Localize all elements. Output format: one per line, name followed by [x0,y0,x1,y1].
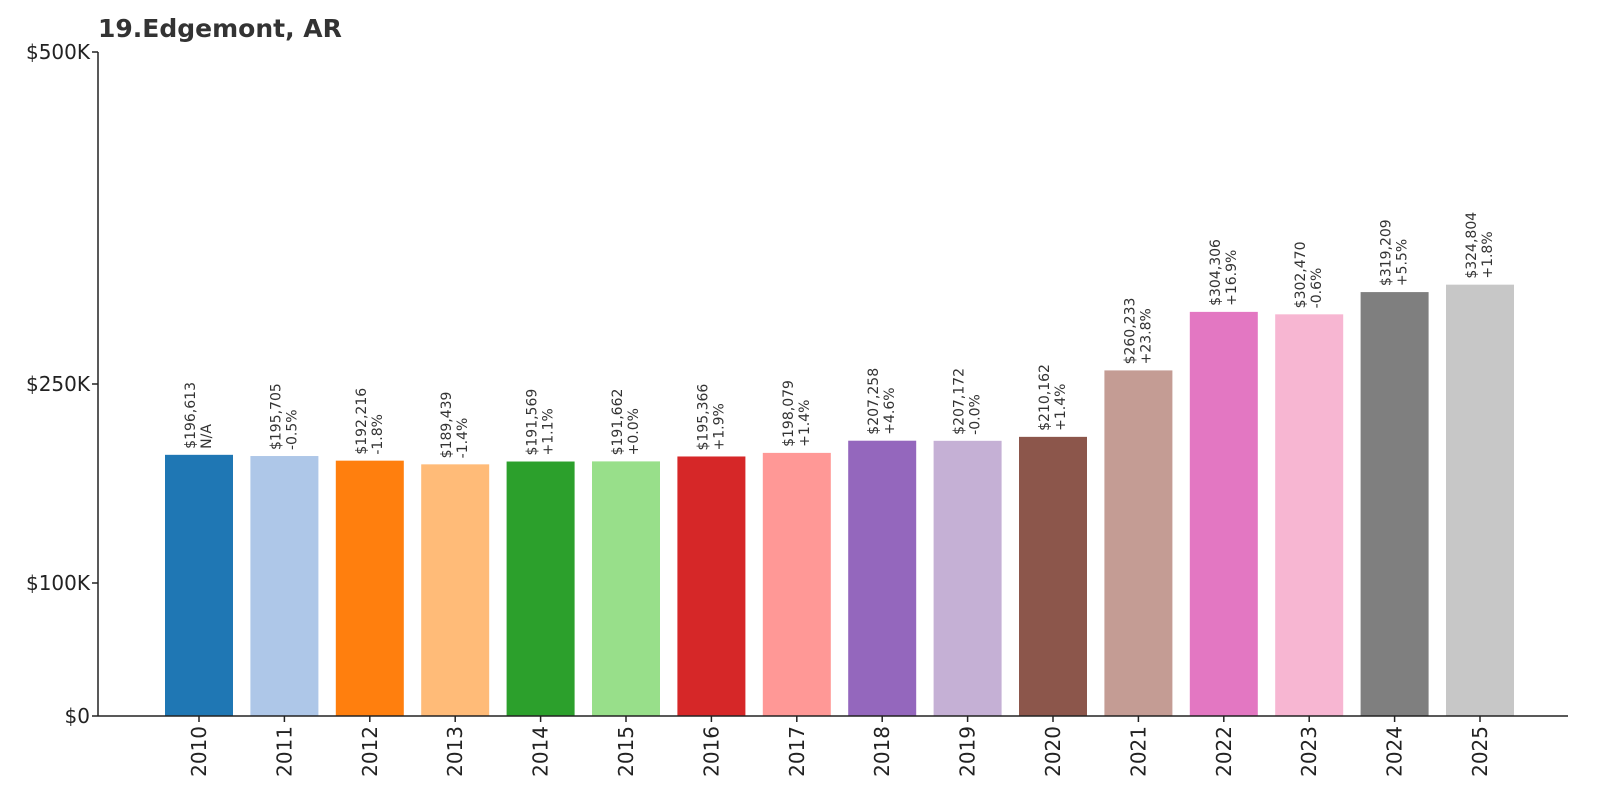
x-tick-label: 2022 [1212,726,1236,777]
x-tick-label: 2018 [870,726,894,777]
bar [1360,292,1429,716]
bar-change: +16.9% [1224,250,1240,306]
bar-change: N/A [199,424,215,449]
bar [592,461,660,716]
bar [250,456,319,716]
bar-value: $304,306 [1208,239,1224,306]
bar [165,454,233,716]
bar [677,456,746,716]
bar [1104,370,1173,716]
bar-value: $191,662 [610,389,626,456]
bar-value: $302,470 [1293,242,1309,309]
bar-labels-group: $196,613N/A $195,705-0.5% $192,216-1.8% $18… [183,212,1496,459]
bar [1189,311,1258,716]
bar [933,440,1002,716]
bar-value: $195,705 [268,383,284,450]
y-tick-label: $250K [26,372,91,396]
bar [762,452,831,716]
bar-change: +1.8% [1480,231,1496,278]
bar-change: +0.0% [626,408,642,455]
x-tick-label: 2025 [1468,726,1492,777]
bar-value-label: $195,705-0.5% [268,383,300,450]
bar-change: -0.5% [284,409,300,450]
bar-value-label: $207,258+4.6% [866,368,898,435]
bar-value: $192,216 [354,388,370,455]
x-tick-label: 2019 [956,726,980,777]
x-tick-label: 2014 [529,726,553,777]
bar-change: +4.6% [882,387,898,434]
bar-value: $196,613 [183,382,199,449]
x-tick-label: 2015 [614,726,638,777]
bar-change: -1.4% [455,418,471,459]
x-tick-label: 2013 [443,726,467,777]
x-tick-label: 2016 [699,726,723,777]
bar-change: +1.4% [1053,384,1069,431]
bar-value-label: $319,209+5.5% [1379,219,1411,286]
bar [335,460,404,716]
bar-value: $324,804 [1464,212,1480,279]
x-tick-label: 2024 [1383,726,1407,777]
x-tick-label: 2020 [1041,726,1065,777]
x-tick-label: 2021 [1126,726,1150,777]
bar-value-label: $304,306+16.9% [1208,239,1240,306]
x-axis: 2010 2011 2012 2013 2014 2015 2016 2017 2018 2019… [98,715,1568,777]
bar-value-label: $195,366+1.9% [695,384,727,451]
bar-value-label: $191,662+0.0% [610,389,642,456]
bar-change: +1.1% [541,408,557,455]
x-tick-label: 2010 [187,726,211,777]
bar [1275,314,1344,716]
y-tick-label: $100K [26,571,91,595]
bars-group [165,284,1514,716]
bar-change: -0.6% [1309,268,1325,309]
bar-change: -0.0% [968,394,984,435]
bar [848,440,917,716]
y-tick-label: $0 [65,704,90,728]
bar-value-label: $196,613N/A [183,382,215,449]
bar-change: +23.8% [1138,308,1154,364]
bar-value: $260,233 [1122,298,1138,365]
bar-change: +5.5% [1395,239,1411,286]
bar-value-label: $260,233+23.8% [1122,298,1154,365]
bar-value: $189,439 [439,392,455,459]
bar-value-label: $191,569+1.1% [525,389,557,456]
chart-title: 19.Edgemont, AR [98,14,342,43]
bar-value: $198,079 [781,380,797,447]
bar-value-label: $324,804+1.8% [1464,212,1496,279]
bar-value: $207,172 [952,368,968,435]
bar-value: $191,569 [525,389,541,456]
bar-value-label: $207,172-0.0% [952,368,984,435]
bar-value-label: $198,079+1.4% [781,380,813,447]
bar [1019,436,1087,716]
y-tick-label: $500K [26,40,91,64]
bar-value-label: $210,162+1.4% [1037,364,1069,431]
bar-change: -1.8% [370,414,386,455]
bar-value-label: $302,470-0.6% [1293,242,1325,309]
bar [506,461,575,716]
bar-value: $319,209 [1379,219,1395,286]
bar-value: $195,366 [695,384,711,451]
x-tick-label: 2011 [272,726,296,777]
bar-value-label: $189,439-1.4% [439,392,471,459]
bar-change: +1.9% [711,403,727,450]
bar [1446,284,1514,716]
x-tick-label: 2023 [1297,726,1321,777]
bar-change: +1.4% [797,400,813,447]
bar-value-label: $192,216-1.8% [354,388,386,455]
y-axis: $0 $100K $250K $500K [26,40,99,728]
x-tick-label: 2017 [785,726,809,777]
bar [421,464,490,716]
bar-value: $210,162 [1037,364,1053,431]
x-tick-label: 2012 [358,726,382,777]
bar-value: $207,258 [866,368,882,435]
